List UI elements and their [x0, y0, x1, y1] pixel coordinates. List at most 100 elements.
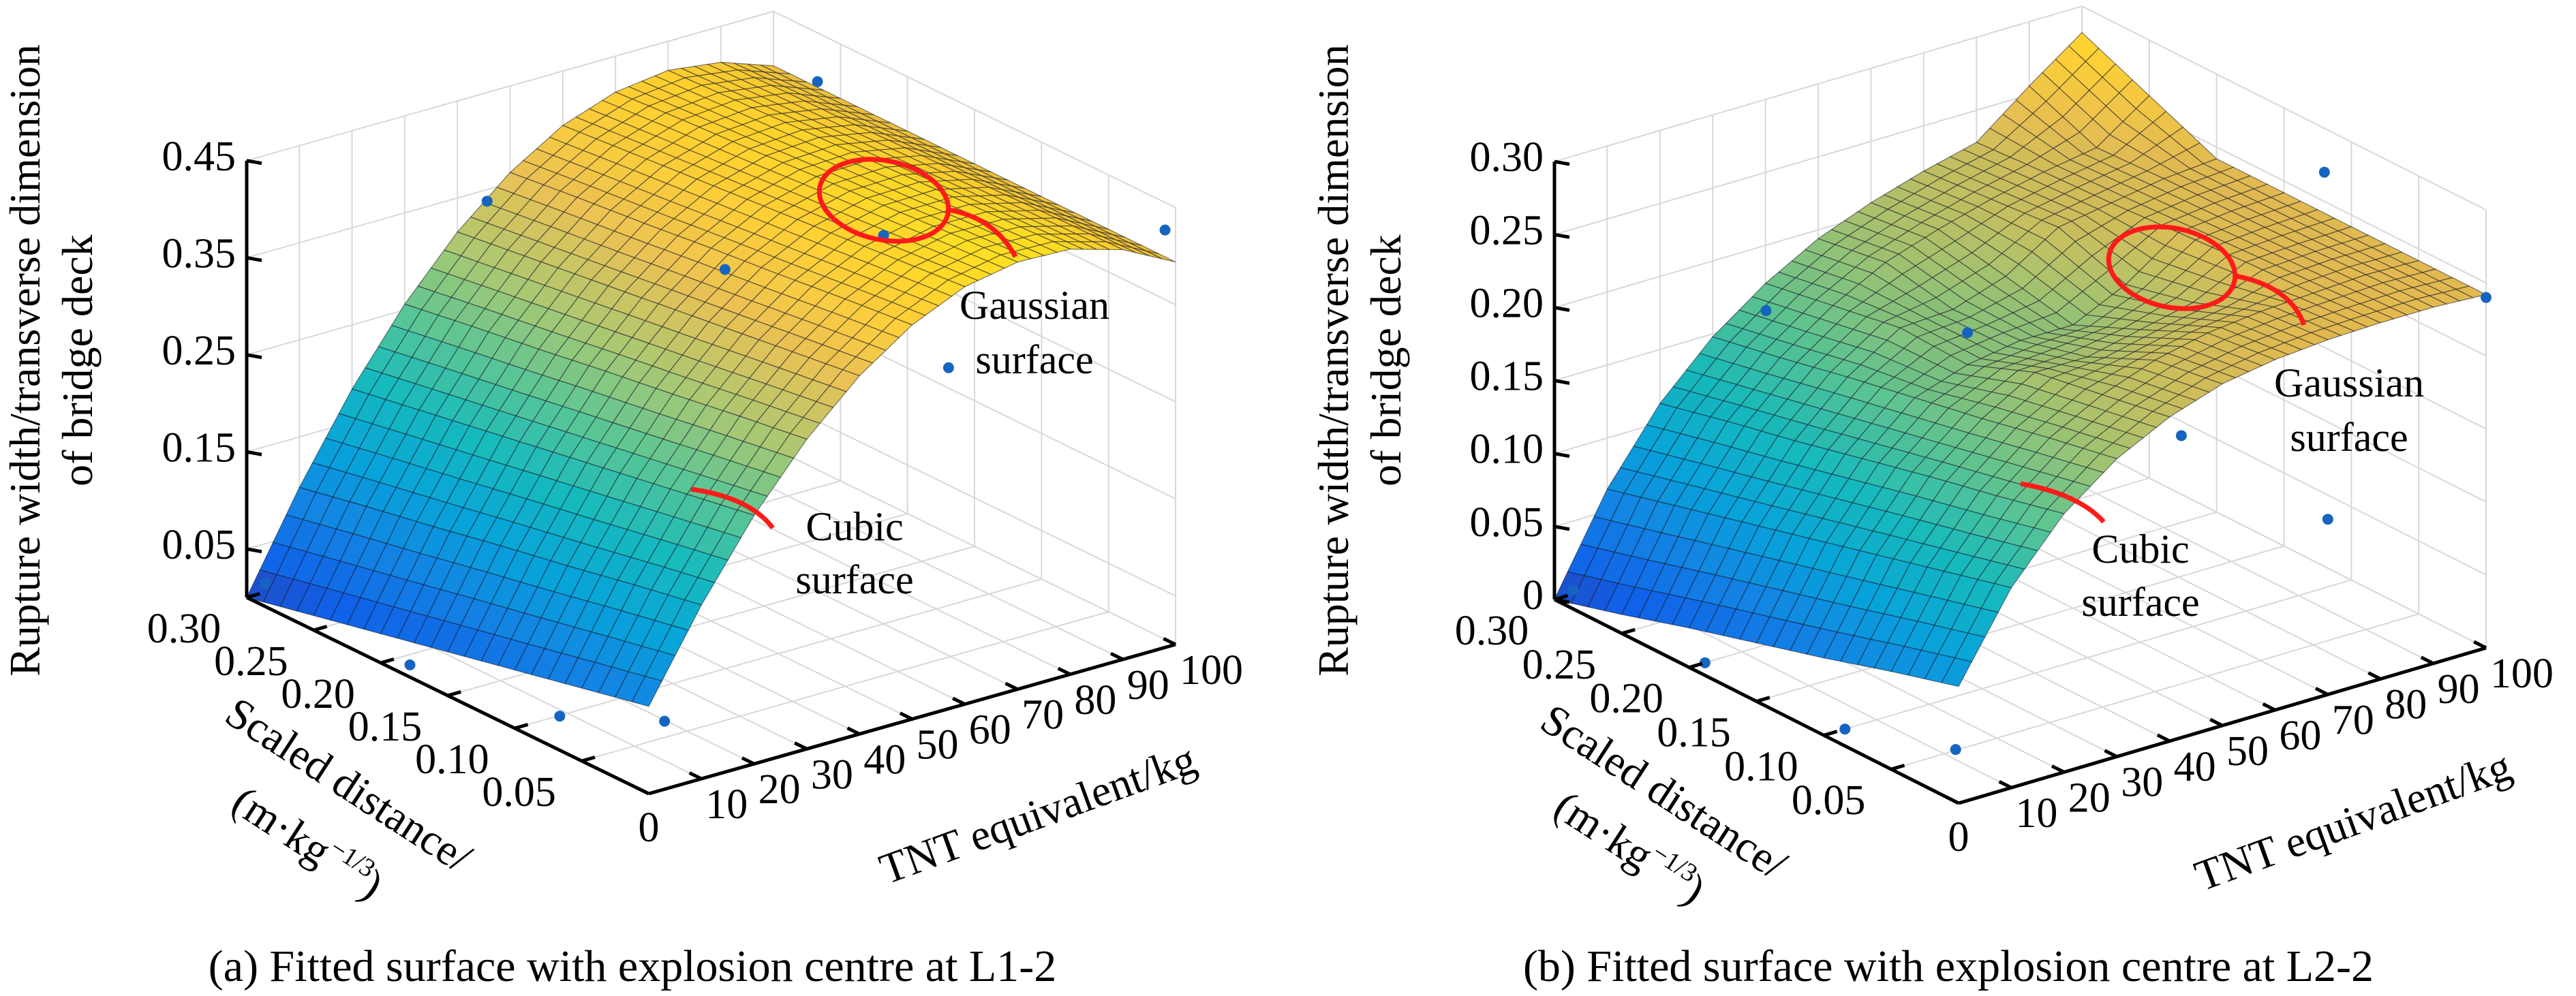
data-points [1567, 166, 2491, 756]
data-point [2481, 292, 2491, 303]
t-tick-label: 0 [639, 805, 660, 851]
t-tick-label: 20 [758, 766, 801, 813]
panel-b: 00.050.100.150.200.250.300.300.250.200.1… [1309, 5, 2554, 991]
t-tick-label: 0 [1948, 814, 1969, 860]
t-tick [1005, 681, 1019, 691]
cubic-label-line1: Cubic [2091, 527, 2189, 572]
data-point [719, 264, 731, 275]
cubic-leader [690, 486, 775, 530]
t-tick-label: 90 [1127, 662, 1169, 709]
data-point [260, 577, 271, 589]
s-tick-label: 0.15 [348, 704, 423, 750]
s-tick-label: 0.20 [1589, 676, 1663, 722]
t-tick [2104, 749, 2118, 758]
z-axis-title-line1: Rupture width/transverse dimension [1, 44, 49, 676]
t-tick [2051, 764, 2065, 774]
t-tick [688, 771, 703, 781]
s-tick-label: 0.30 [147, 606, 221, 652]
z-tick [246, 255, 262, 262]
z-tick-label: 0.05 [162, 522, 236, 568]
s-tick [1823, 730, 1838, 737]
t-tick-label: 100 [2490, 651, 2554, 697]
data-point [404, 659, 416, 671]
data-points [260, 76, 1171, 727]
t-tick [846, 726, 861, 736]
s-tick-label: 0.05 [1792, 777, 1866, 824]
z-tick-label: 0.15 [162, 424, 236, 471]
gaussian-label-line2: surface [2290, 415, 2408, 460]
axes [245, 159, 1177, 796]
z-tick-label: 0.25 [162, 328, 236, 374]
z-tick [1554, 305, 1570, 312]
z-tick-label: 0.45 [162, 134, 236, 180]
wall-gridline [1554, 5, 2083, 163]
s-tick [581, 756, 596, 763]
t-tick-label: 80 [1074, 677, 1116, 723]
data-point [1567, 585, 1579, 596]
gaussian-leader [2235, 273, 2307, 326]
gaussian-ellipse [2106, 224, 2238, 311]
s-tick [1621, 627, 1636, 636]
s-tick-label: 0.25 [1522, 642, 1597, 688]
t-tick [2420, 655, 2434, 666]
gaussian-label-line1: Gaussian [2274, 360, 2424, 405]
s-tick-label: 0.10 [1724, 743, 1798, 790]
surface [1554, 31, 2487, 687]
z-tick [1554, 232, 1570, 239]
t-tick [636, 786, 650, 796]
s-tick [514, 723, 529, 730]
s-tick [1755, 696, 1770, 703]
data-point [481, 196, 493, 207]
t-tick-label: 50 [917, 722, 959, 768]
data-point [2322, 514, 2333, 525]
floor-gridline [2029, 458, 2434, 664]
t-tick [899, 711, 913, 721]
z-tick [1554, 525, 1570, 531]
gaussian-label-line1: Gaussian [960, 283, 1109, 328]
z-tick-label: 0.35 [162, 230, 236, 277]
t-tick-label: 20 [2068, 775, 2111, 821]
z-tick [1554, 379, 1570, 386]
t-tick-label: 30 [811, 751, 853, 798]
t-tick [794, 741, 808, 751]
z-tick-label: 0.10 [1470, 426, 1544, 473]
z-tick-label: 0.25 [1470, 207, 1544, 253]
t-tick [2209, 717, 2224, 728]
caption-a: (a) Fitted surface with explosion centre… [209, 941, 1056, 991]
t-tick-label: 90 [2438, 666, 2480, 713]
data-point [1760, 305, 1772, 316]
t-tick [952, 696, 966, 706]
s-tick [380, 657, 395, 665]
data-point [1159, 224, 1171, 236]
t-tick-label: 10 [705, 781, 748, 828]
data-point [659, 715, 671, 727]
t-tick [2367, 671, 2382, 681]
data-point [1950, 744, 1961, 756]
z-axis-title-line1: Rupture width/transverse dimension [1309, 44, 1358, 676]
data-point [2175, 430, 2187, 441]
t-tick [741, 756, 755, 766]
t-tick [2314, 687, 2329, 696]
z-tick-label: 0.30 [1470, 134, 1544, 181]
t-tick-label: 70 [1022, 692, 1064, 738]
data-point [554, 711, 566, 722]
s-tick-label: 0.25 [214, 638, 288, 685]
cubic-leader [2020, 481, 2106, 524]
z-tick [246, 159, 262, 166]
tick-labels: 00.050.100.150.200.250.300.300.250.200.1… [1455, 134, 2554, 860]
t-tick-label: 60 [969, 707, 1011, 753]
surface [246, 61, 1176, 707]
wall-gridline [773, 10, 1176, 208]
floor-gridline [720, 463, 1124, 660]
z-tick-label: 0.15 [1470, 354, 1544, 400]
tick-labels: 0.050.150.250.350.450.300.250.200.150.10… [147, 134, 1243, 851]
data-point [2318, 166, 2330, 178]
s-tick [246, 592, 261, 600]
s-tick-label: 0.20 [281, 671, 355, 717]
wall-gridline [2081, 5, 2487, 211]
caption-b: (b) Fitted surface with explosion centre… [1523, 941, 2374, 991]
t-tick [1057, 666, 1071, 676]
s-tick [313, 625, 328, 632]
t-tick [2473, 640, 2487, 650]
